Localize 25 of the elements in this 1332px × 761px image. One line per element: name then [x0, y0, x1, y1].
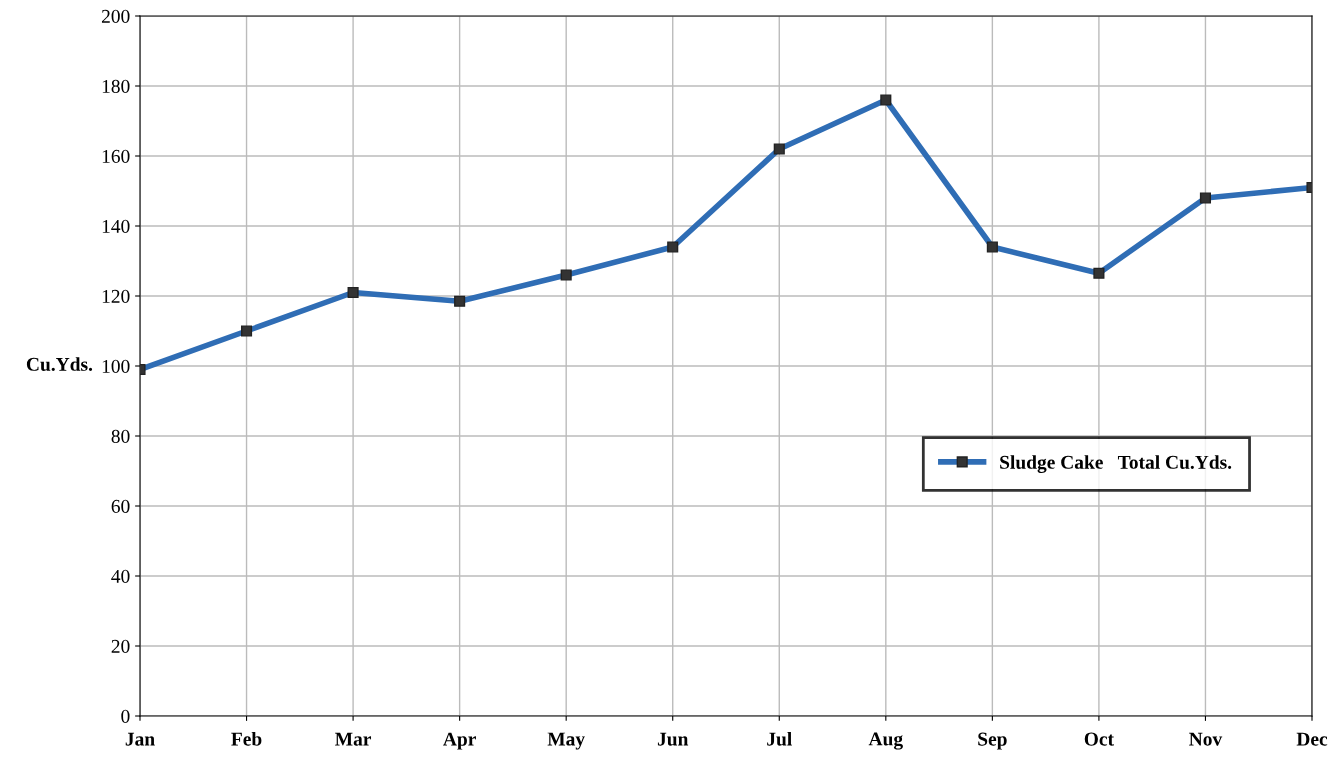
y-tick-label: 20: [111, 639, 130, 653]
y-tick-label: 0: [121, 709, 130, 723]
x-tick-label: Mar: [335, 732, 372, 746]
x-tick-label: Apr: [443, 732, 476, 750]
y-tick-label: 80: [111, 429, 130, 443]
legend-label: Sludge Cake Total Cu.Yds.: [1000, 455, 1232, 473]
y-tick-label: 180: [102, 79, 130, 93]
y-tick-label: 100: [102, 359, 130, 373]
x-tick-label: Oct: [1084, 732, 1114, 746]
y-tick-label: 120: [102, 289, 130, 303]
y-tick-label: 40: [111, 569, 130, 583]
x-tick-label: May: [547, 732, 585, 750]
y-tick-label: 60: [111, 499, 130, 513]
x-tick-label: Jul: [767, 731, 792, 746]
x-tick-label: Dec: [1296, 732, 1328, 746]
x-tick-label: Jan: [125, 732, 155, 746]
y-tick-label: 200: [101, 9, 130, 23]
x-tick-label: Aug: [868, 732, 903, 750]
x-tick-label: Nov: [1189, 732, 1223, 746]
y-axis-title: Cu.Yds.: [26, 357, 93, 371]
x-tick-label: Jun: [657, 732, 689, 746]
x-tick-label: Sep: [978, 732, 1007, 750]
y-tick-label: 160: [102, 149, 130, 163]
y-tick-label: 140: [102, 219, 130, 233]
x-tick-label: Feb: [231, 731, 262, 746]
